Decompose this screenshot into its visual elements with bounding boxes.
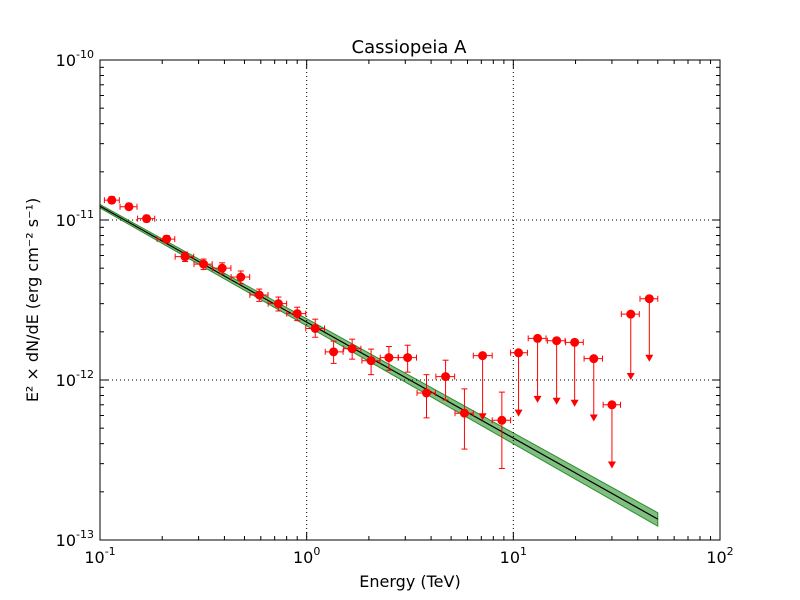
upper-limit-arrowhead — [589, 414, 598, 422]
data-marker — [199, 259, 209, 269]
gridlines — [100, 60, 720, 540]
upper-limit-arrowhead — [533, 395, 542, 403]
data-point — [174, 251, 195, 263]
upper-limit-arrowhead — [570, 399, 579, 407]
x-tick-label: 101 — [500, 545, 527, 567]
data-marker — [236, 272, 246, 282]
data-marker — [107, 195, 117, 205]
data-marker — [403, 353, 413, 363]
upper-limit-arrowhead — [552, 397, 561, 405]
data-marker — [217, 263, 227, 273]
y-axis-label: E² × dN/dE (erg cm⁻² s⁻¹) — [23, 198, 42, 402]
upper-limit-marker — [478, 351, 488, 361]
plot-frame — [99, 59, 721, 541]
upper-limit-arrowhead — [607, 461, 616, 469]
data-point — [397, 344, 418, 373]
upper-limit-arrowhead — [645, 354, 654, 362]
data-marker — [459, 408, 469, 418]
data-point — [286, 306, 307, 322]
y-tick-label: 10-11 — [56, 208, 94, 230]
data-point — [416, 374, 436, 419]
data-marker — [441, 372, 451, 382]
chart-title: Cassiopeia A — [352, 37, 468, 58]
upper-limit — [510, 348, 528, 417]
data-point — [230, 270, 251, 285]
data-point — [137, 214, 156, 224]
x-tick-label: 102 — [706, 545, 733, 567]
upper-limits — [472, 294, 659, 469]
y-tick-label: 10-13 — [56, 528, 94, 550]
data-point — [103, 195, 120, 205]
data-marker — [180, 252, 190, 262]
data-point — [119, 202, 138, 212]
data-point — [249, 288, 269, 302]
upper-limit — [565, 337, 584, 407]
data-point — [435, 359, 456, 401]
upper-limit-marker — [607, 400, 617, 410]
data-marker — [347, 344, 357, 354]
upper-limit-marker — [514, 348, 524, 358]
data-point — [454, 388, 474, 450]
upper-limit-arrowhead — [514, 409, 523, 417]
y-tick-label: 10-12 — [56, 368, 94, 390]
data-point — [361, 348, 381, 376]
upper-limit-marker — [552, 336, 562, 346]
model-line — [99, 205, 659, 520]
axis-ticks: 10-1 100 101 102 10-13 10-12 10-11 10-10 — [56, 48, 734, 567]
upper-limit — [527, 333, 547, 403]
data-marker — [384, 353, 394, 363]
upper-limit-marker — [570, 337, 580, 347]
data-marker — [329, 347, 339, 357]
data-marker — [273, 299, 283, 309]
data-marker — [421, 388, 431, 398]
data-point — [343, 338, 362, 360]
data-marker — [162, 234, 172, 244]
y-tick-label: 10-10 — [56, 48, 94, 70]
x-axis-label: Energy (TeV) — [359, 572, 460, 591]
data-point — [193, 258, 213, 271]
data-point — [491, 391, 512, 469]
upper-limit — [583, 354, 603, 422]
upper-limit — [472, 351, 493, 421]
data-marker — [310, 323, 320, 333]
data-marker — [366, 356, 376, 366]
power-law-fit-line — [99, 205, 659, 520]
data-points — [103, 195, 512, 469]
data-point — [211, 262, 232, 275]
data-marker — [292, 309, 302, 319]
data-marker — [497, 415, 507, 425]
data-point — [305, 318, 326, 338]
data-marker — [254, 290, 264, 300]
data-marker — [142, 214, 152, 224]
x-tick-label: 100 — [293, 545, 320, 567]
upper-limit — [620, 309, 640, 380]
x-tick-label: 10-1 — [84, 545, 115, 567]
upper-limit — [546, 336, 566, 405]
data-point — [156, 234, 176, 244]
upper-limit — [639, 294, 659, 362]
upper-limit-marker — [644, 294, 654, 304]
data-point — [267, 296, 288, 312]
data-point — [324, 340, 344, 364]
upper-limit-arrowhead — [626, 373, 635, 380]
upper-limit-arrowhead — [478, 413, 487, 421]
upper-limit-marker — [626, 309, 636, 319]
data-point — [379, 345, 399, 371]
data-marker — [124, 202, 134, 212]
upper-limit-marker — [533, 333, 543, 343]
upper-limit — [602, 400, 621, 469]
upper-limit-marker — [589, 354, 599, 364]
